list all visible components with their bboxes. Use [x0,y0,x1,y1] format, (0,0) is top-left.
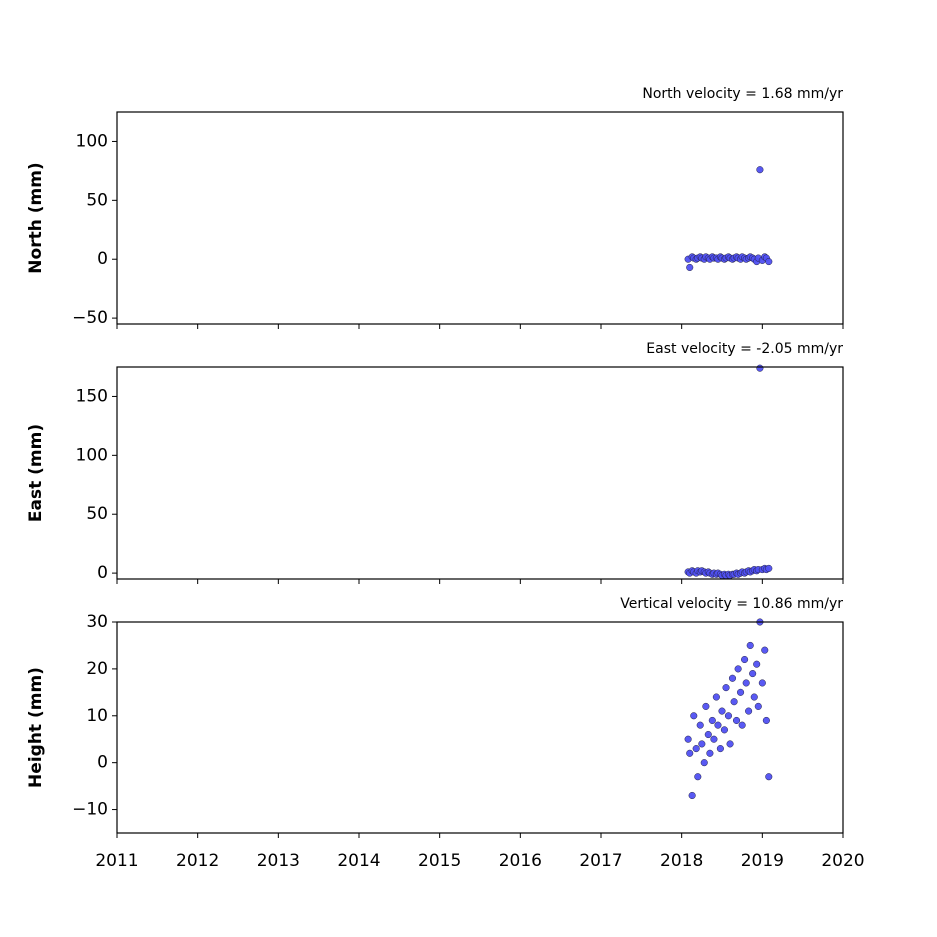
point [765,773,773,781]
x-tick-label: 2017 [579,851,622,871]
point [716,745,724,753]
point [708,716,716,725]
point [754,702,762,710]
point [737,688,745,696]
x-tick-label: 2011 [95,851,138,871]
point [742,679,750,687]
point [698,740,706,748]
point [712,693,720,701]
y-tick-label: −10 [72,800,108,820]
y-tick-label: −50 [72,308,108,328]
panel-title: Vertical velocity = 10.86 mm/yr [620,596,843,612]
point [726,740,734,748]
y-tick-label: 30 [86,612,108,632]
point [758,679,766,687]
point [690,712,698,720]
axes-frame [116,621,844,834]
point [686,749,694,757]
point [714,721,722,729]
x-tick-label: 2014 [337,851,380,871]
point [704,730,712,739]
point [688,791,696,800]
y-axis-label: East (mm) [26,424,46,522]
x-tick-label: 2012 [176,851,219,871]
point [750,693,758,701]
y-tick-label: 10 [86,706,108,726]
point [692,745,700,753]
y-tick-label: 0 [97,563,108,583]
point [700,759,708,767]
y-tick-label: 50 [86,504,108,524]
x-tick-label: 2015 [418,851,461,871]
point [756,364,764,372]
panel-title: North velocity = 1.68 mm/yr [642,86,843,102]
point [745,707,753,715]
x-tick-label: 2018 [660,851,703,871]
x-tick-label: 2013 [257,851,300,871]
y-axis-label: North (mm) [26,162,46,273]
point [765,258,773,266]
y-axis-label: Height (mm) [26,667,46,788]
y-tick-label: 100 [76,445,108,465]
point [738,721,746,729]
point [706,749,714,757]
x-tick-label: 2019 [741,851,784,871]
point [734,665,742,673]
point [724,712,733,720]
axes-frame [116,111,844,325]
point [718,707,726,715]
point [765,564,773,572]
point [728,674,737,682]
point [761,646,769,654]
y-tick-label: 50 [86,190,108,210]
axes-frame [116,366,844,580]
point [720,726,728,734]
point [753,660,761,668]
point [702,702,710,710]
point [686,263,694,272]
point [741,655,749,664]
point [756,166,764,174]
y-tick-label: 0 [97,249,108,269]
point [710,735,718,743]
point [732,716,741,725]
point [730,698,738,706]
point [684,735,692,743]
x-tick-label: 2016 [499,851,542,871]
y-tick-label: 20 [86,659,108,679]
point [746,641,754,649]
y-tick-label: 150 [76,386,108,406]
panel-title: East velocity = -2.05 mm/yr [646,341,843,357]
x-tick-label: 2020 [821,851,864,871]
point [696,721,704,729]
y-tick-label: 100 [76,131,108,151]
point [762,716,770,725]
y-tick-label: 0 [97,753,108,773]
point [749,670,757,678]
point [694,773,702,781]
point [722,684,730,692]
